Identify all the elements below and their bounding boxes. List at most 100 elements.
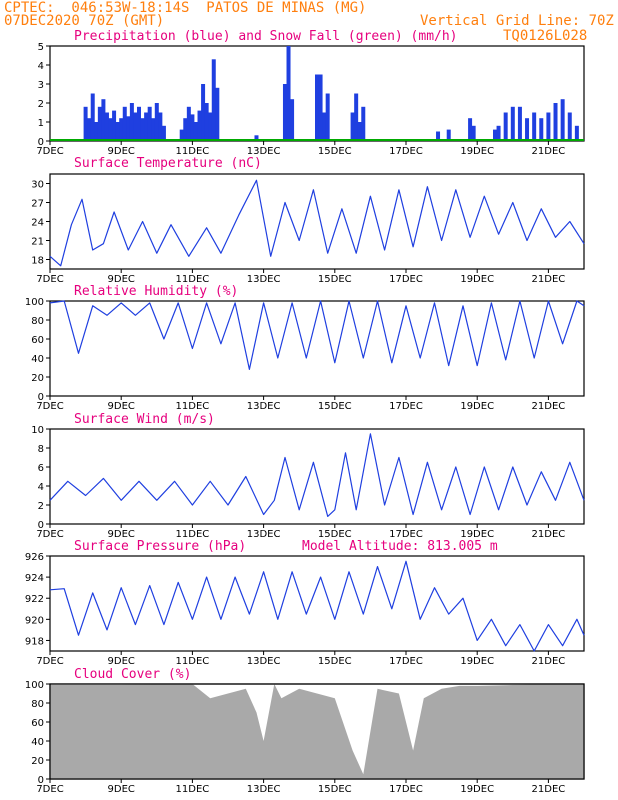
model-id: TQ0126L028 (503, 28, 588, 44)
precip-bar (183, 118, 188, 141)
panel-title-pressure: Surface Pressure (hPa) (74, 539, 247, 554)
x-tick-label: 15DEC (318, 529, 352, 540)
y-tick-label: 920 (25, 615, 44, 626)
x-tick-label: 13DEC (247, 656, 281, 667)
precip-bar (201, 84, 206, 141)
precip-bar (161, 125, 166, 141)
x-tick-label: 13DEC (247, 401, 281, 412)
panel-title-humidity: Relative Humidity (%) (74, 284, 239, 299)
cloud-area (50, 684, 584, 779)
precip-bar (104, 112, 109, 141)
precip-bar (354, 93, 359, 141)
precip-bar (94, 122, 99, 141)
y-tick-label: 0 (38, 520, 44, 531)
x-tick-label: 21DEC (532, 401, 566, 412)
y-tick-label: 40 (31, 354, 44, 365)
precip-bar (204, 103, 209, 141)
y-tick-label: 2 (38, 99, 44, 110)
y-tick-label: 21 (31, 237, 44, 248)
precip-bar (101, 99, 106, 141)
panel-title-wind: Surface Wind (m/s) (74, 412, 215, 427)
series-line (49, 560, 585, 652)
precip-bar (574, 125, 579, 141)
precip-bar (133, 112, 138, 141)
precip-bar (115, 122, 120, 141)
x-tick-label: 11DEC (176, 146, 210, 157)
precip-bar (350, 112, 355, 141)
x-tick-label: 15DEC (318, 274, 352, 285)
y-tick-label: 1 (38, 118, 44, 129)
precip-bar (510, 106, 515, 141)
series-line (49, 179, 585, 267)
x-tick-label: 9DEC (108, 529, 135, 540)
x-tick-label: 13DEC (247, 529, 281, 540)
precip-bar (144, 112, 149, 141)
x-tick-label: 19DEC (460, 529, 494, 540)
y-tick-label: 24 (31, 218, 44, 229)
x-tick-label: 9DEC (108, 784, 135, 795)
precip-bar (282, 84, 287, 141)
x-tick-label: 11DEC (176, 529, 210, 540)
x-tick-label: 17DEC (389, 146, 423, 157)
precip-bar (493, 129, 497, 141)
y-tick-label: 926 (25, 552, 44, 563)
x-tick-label: 17DEC (389, 656, 423, 667)
plot-frame (49, 683, 585, 780)
precip-bar (126, 116, 131, 141)
x-tick-label: 11DEC (176, 401, 210, 412)
precip-bar (553, 103, 558, 141)
x-tick-label: 11DEC (176, 784, 210, 795)
panel-title-precip: Precipitation (blue) and Snow Fall (gree… (74, 29, 458, 44)
y-tick-label: 4 (38, 482, 44, 493)
x-tick-label: 9DEC (108, 146, 135, 157)
precip-bar (290, 99, 295, 141)
x-tick-label: 19DEC (460, 401, 494, 412)
y-tick-label: 4 (38, 61, 44, 72)
x-tick-label: 19DEC (460, 784, 494, 795)
y-tick-label: 27 (31, 199, 44, 210)
x-tick-label: 11DEC (176, 656, 210, 667)
precip-bar (325, 93, 330, 141)
precip-bar (215, 87, 220, 141)
y-tick-label: 2 (38, 501, 44, 512)
x-tick-label: 7DEC (36, 784, 63, 795)
station-header: CPTEC: 046:53W-18:14S PATOS DE MINAS (MG… (4, 0, 367, 16)
precip-bar (158, 112, 163, 141)
y-tick-label: 0 (38, 137, 44, 148)
x-tick-label: 15DEC (318, 401, 352, 412)
y-tick-label: 60 (31, 335, 44, 346)
x-tick-label: 7DEC (36, 146, 63, 157)
precip-bar (322, 112, 327, 141)
series-line (49, 433, 585, 517)
x-tick-label: 15DEC (318, 656, 352, 667)
precip-bar (179, 129, 184, 141)
y-tick-label: 0 (38, 392, 44, 403)
x-tick-label: 13DEC (247, 274, 281, 285)
plot-frame (49, 428, 585, 525)
y-tick-label: 100 (25, 297, 44, 308)
precip-bar (122, 106, 127, 141)
y-tick-label: 5 (38, 42, 44, 53)
precip-bar (503, 112, 508, 141)
precip-bar (197, 110, 202, 141)
x-tick-label: 9DEC (108, 274, 135, 285)
precip-bar (119, 118, 124, 141)
precip-bar (471, 125, 476, 141)
precip-bar (83, 106, 88, 141)
x-tick-label: 19DEC (460, 146, 494, 157)
precip-bar (318, 74, 323, 141)
precip-bar (254, 135, 259, 141)
precip-bar (193, 122, 198, 141)
y-tick-label: 8 (38, 444, 44, 455)
x-tick-label: 9DEC (108, 656, 135, 667)
x-tick-label: 7DEC (36, 401, 63, 412)
precip-bar (147, 106, 152, 141)
x-tick-label: 7DEC (36, 274, 63, 285)
y-tick-label: 80 (31, 316, 44, 327)
precip-bar (517, 106, 522, 141)
panel-title-cloud: Cloud Cover (%) (74, 667, 192, 682)
x-tick-label: 21DEC (532, 784, 566, 795)
x-tick-label: 13DEC (247, 146, 281, 157)
precip-bar (90, 93, 95, 141)
y-tick-label: 30 (31, 180, 44, 191)
